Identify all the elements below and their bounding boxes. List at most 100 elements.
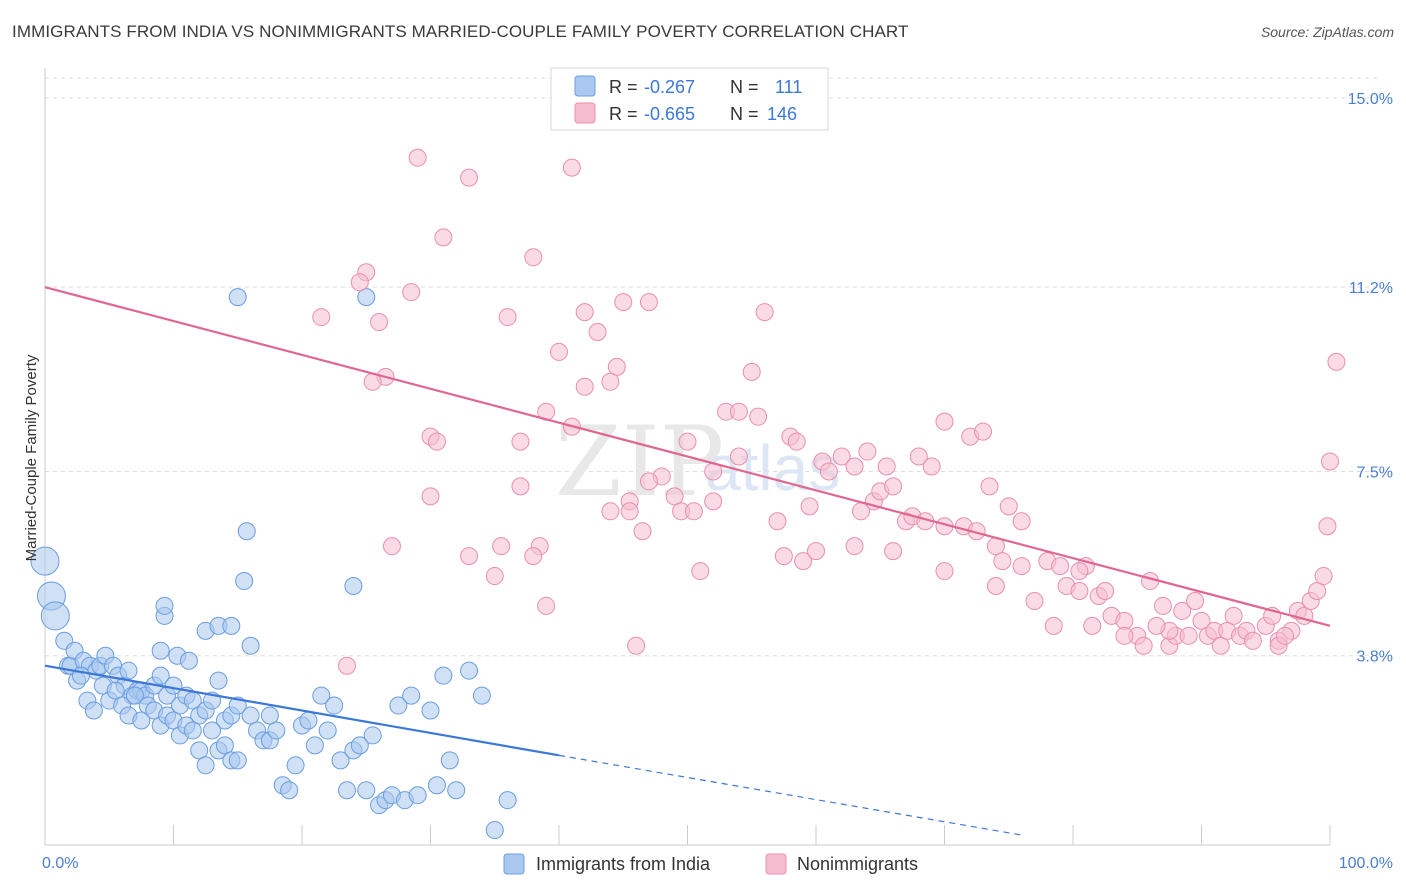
series-nonimmigrants: [312, 148, 1346, 675]
point-india: [241, 706, 260, 725]
point-india: [344, 577, 363, 596]
trend-line-india: [44, 664, 560, 757]
point-nonimmigrants: [1211, 636, 1230, 655]
point-nonimmigrants: [427, 432, 446, 451]
point-nonimmigrants: [729, 402, 748, 421]
point-nonimmigrants: [1096, 581, 1115, 600]
bottom-legend-label-india: Immigrants from India: [536, 854, 711, 874]
point-nonimmigrants: [1147, 616, 1166, 635]
point-india: [228, 696, 247, 715]
point-india: [363, 726, 382, 745]
bottom-legend-label-nonimmigrants: Nonimmigrants: [797, 854, 918, 874]
point-india: [357, 781, 376, 800]
point-india: [40, 601, 70, 631]
point-india: [421, 701, 440, 720]
point-india: [434, 666, 453, 685]
point-india: [325, 696, 344, 715]
point-india: [228, 288, 247, 307]
point-nonimmigrants: [858, 442, 877, 461]
point-nonimmigrants: [511, 432, 530, 451]
point-nonimmigrants: [1179, 626, 1198, 645]
point-india: [235, 572, 254, 591]
point-nonimmigrants: [1224, 606, 1243, 625]
point-nonimmigrants: [845, 537, 864, 556]
point-nonimmigrants: [742, 362, 761, 381]
point-nonimmigrants: [974, 422, 993, 441]
point-nonimmigrants: [935, 562, 954, 581]
point-nonimmigrants: [794, 552, 813, 571]
point-india: [260, 706, 279, 725]
point-india: [408, 786, 427, 805]
point-nonimmigrants: [768, 512, 787, 531]
y-tick-label-0: 3.8%: [1357, 649, 1393, 666]
point-nonimmigrants: [601, 502, 620, 521]
point-nonimmigrants: [485, 567, 504, 586]
point-nonimmigrants: [1318, 517, 1337, 536]
point-nonimmigrants: [684, 502, 703, 521]
trend-line-india-extension: [558, 754, 1022, 836]
point-india: [237, 522, 256, 541]
point-nonimmigrants: [787, 432, 806, 451]
point-india: [357, 288, 376, 307]
point-nonimmigrants: [588, 323, 607, 342]
point-nonimmigrants: [498, 308, 517, 327]
point-india: [472, 686, 491, 705]
point-india: [286, 756, 305, 775]
point-india: [389, 696, 408, 715]
point-india: [299, 711, 318, 730]
point-nonimmigrants: [639, 472, 658, 491]
legend-r-label-2: R =: [609, 104, 638, 124]
point-india: [30, 546, 60, 576]
point-nonimmigrants: [460, 168, 479, 187]
point-nonimmigrants: [1025, 591, 1044, 610]
point-india: [460, 661, 479, 680]
point-nonimmigrants: [986, 577, 1005, 596]
legend-box: [550, 67, 829, 131]
y-tick-label-2: 11.2%: [1349, 280, 1393, 297]
point-nonimmigrants: [633, 522, 652, 541]
point-nonimmigrants: [774, 547, 793, 566]
point-india: [209, 671, 228, 690]
point-nonimmigrants: [1295, 606, 1314, 625]
point-india: [71, 666, 90, 685]
point-india: [280, 781, 299, 800]
point-nonimmigrants: [832, 447, 851, 466]
point-nonimmigrants: [807, 542, 825, 561]
point-nonimmigrants: [350, 273, 369, 292]
point-nonimmigrants: [627, 636, 646, 655]
point-india: [331, 751, 350, 770]
point-india: [190, 741, 209, 760]
legend-swatch-india: [574, 75, 596, 97]
legend-r-label-1: R =: [609, 77, 638, 97]
point-nonimmigrants: [1327, 352, 1346, 371]
point-nonimmigrants: [524, 547, 543, 566]
point-nonimmigrants: [729, 447, 748, 466]
legend-n-value-2: 146: [767, 104, 797, 124]
point-nonimmigrants: [620, 502, 639, 521]
point-nonimmigrants: [999, 497, 1018, 516]
point-nonimmigrants: [1051, 557, 1070, 576]
point-india: [196, 756, 215, 775]
series-legend: Immigrants from India Nonimmigrants: [503, 853, 918, 875]
point-nonimmigrants: [511, 477, 530, 496]
point-india: [119, 661, 138, 680]
point-india: [305, 736, 324, 755]
point-nonimmigrants: [382, 537, 401, 556]
point-india: [125, 686, 144, 705]
point-india: [447, 781, 466, 800]
point-nonimmigrants: [1308, 581, 1327, 600]
axes: [44, 68, 1331, 846]
point-nonimmigrants: [909, 447, 928, 466]
point-india: [241, 636, 260, 655]
point-india: [402, 686, 421, 705]
point-nonimmigrants: [607, 357, 626, 376]
point-nonimmigrants: [755, 303, 774, 322]
point-india: [440, 751, 459, 770]
point-nonimmigrants: [922, 457, 941, 476]
point-india: [215, 736, 234, 755]
point-nonimmigrants: [537, 596, 556, 615]
legend-n-label-1: N =: [730, 77, 759, 97]
y-tick-label-3: 15.0%: [1348, 91, 1393, 108]
point-nonimmigrants: [1276, 626, 1295, 645]
